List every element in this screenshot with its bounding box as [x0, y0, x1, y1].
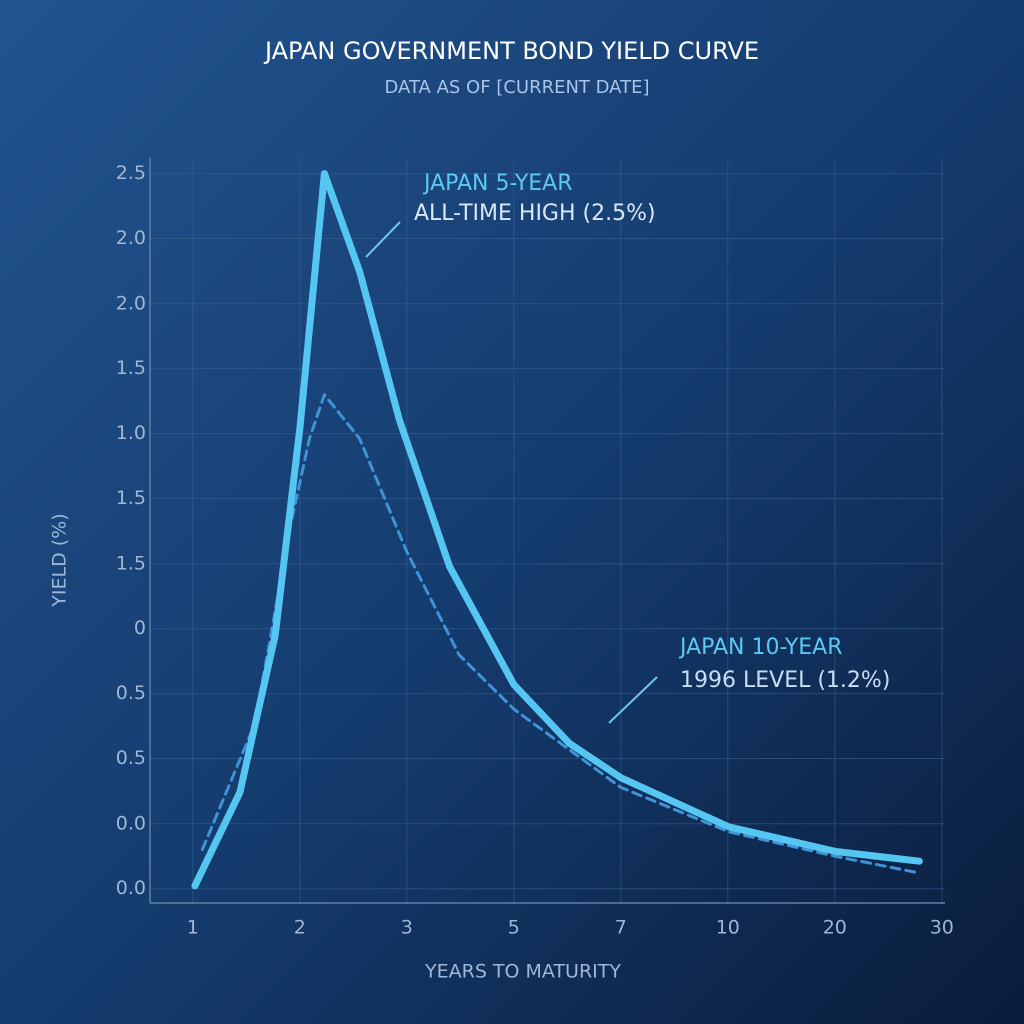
x-tick-label: 10 — [716, 917, 740, 939]
y-tick-label: 0.0 — [116, 812, 146, 834]
x-axis-label: YEARS TO MATURITY — [424, 961, 621, 983]
series-line — [191, 170, 923, 890]
chart-subtitle: DATA AS OF [CURRENT DATE] — [385, 77, 650, 98]
leader-line — [608, 676, 658, 724]
leader-line — [365, 221, 401, 258]
y-tick-label: 0.0 — [116, 877, 146, 899]
y-tick-label: 2.0 — [116, 227, 146, 249]
x-tick-label: 7 — [615, 917, 627, 939]
x-tick-label: 30 — [930, 917, 954, 939]
x-tick-label: 20 — [823, 917, 847, 939]
y-tick-label: 1.5 — [116, 552, 146, 574]
y-tick-label: 1.5 — [116, 357, 146, 379]
y-tick-label: 2.0 — [116, 292, 146, 314]
x-tick-label: 2 — [294, 917, 306, 939]
x-tick-label: 3 — [401, 917, 413, 939]
chart-title: JAPAN GOVERNMENT BOND YIELD CURVE — [263, 37, 759, 65]
y-tick-label: 0 — [134, 617, 146, 639]
annotation: ALL-TIME HIGH (2.5%) — [414, 201, 656, 226]
annotation: 1996 LEVEL (1.2%) — [680, 668, 890, 693]
annotation: JAPAN 10-YEAR — [678, 635, 843, 660]
annotation: JAPAN 5-YEAR — [422, 171, 573, 196]
y-tick-label: 2.5 — [116, 162, 146, 184]
y-tick-label: 0.5 — [116, 747, 146, 769]
y-tick-label: 0.5 — [116, 682, 146, 704]
plot — [191, 170, 923, 890]
x-tick-label: 5 — [508, 917, 520, 939]
y-axis-label: YIELD (%) — [49, 513, 71, 607]
y-tick-label: 1.5 — [116, 487, 146, 509]
x-tick-label: 1 — [187, 917, 199, 939]
y-tick-label: 1.0 — [116, 422, 146, 444]
